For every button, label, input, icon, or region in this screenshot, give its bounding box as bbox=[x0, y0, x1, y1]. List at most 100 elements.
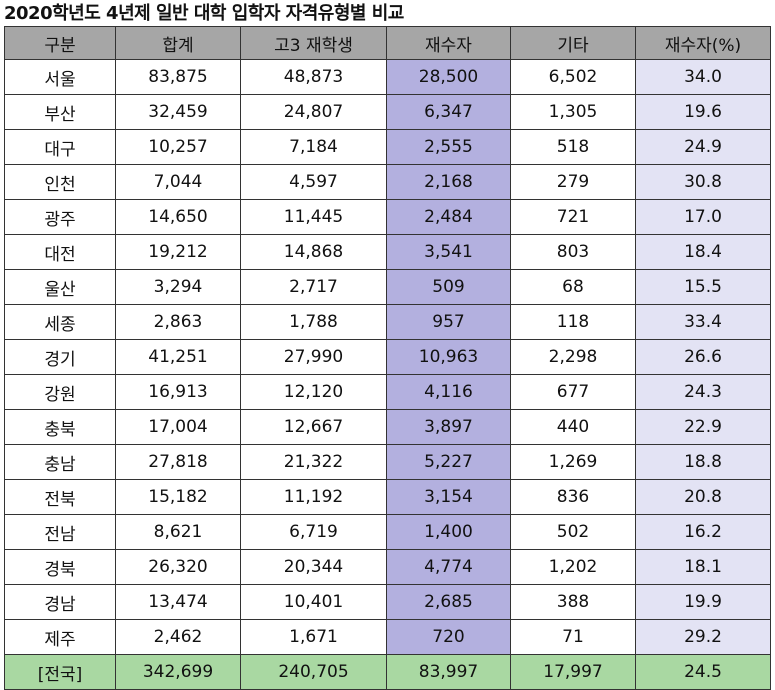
cell-senior: 10,401 bbox=[240, 584, 387, 620]
cell-jaesu-percent: 17.0 bbox=[635, 199, 771, 235]
cell-total: 342,699 bbox=[115, 654, 241, 690]
cell-jaesu: 957 bbox=[386, 304, 511, 340]
cell-other: 518 bbox=[510, 129, 636, 165]
cell-jaesu-percent: 22.9 bbox=[635, 409, 771, 445]
cell-region: 서울 bbox=[4, 59, 116, 95]
column-header-jaesu: 재수자 bbox=[386, 26, 511, 60]
table-row: 강원 16,913 12,120 4,116 677 24.3 bbox=[4, 374, 771, 410]
cell-jaesu: 4,116 bbox=[386, 374, 511, 410]
cell-senior: 24,807 bbox=[240, 94, 387, 130]
cell-total: 27,818 bbox=[115, 444, 241, 480]
cell-jaesu: 2,168 bbox=[386, 164, 511, 200]
cell-jaesu: 28,500 bbox=[386, 59, 511, 95]
cell-jaesu-percent: 29.2 bbox=[635, 619, 771, 655]
cell-jaesu: 509 bbox=[386, 269, 511, 305]
table-row: 경북 26,320 20,344 4,774 1,202 18.1 bbox=[4, 549, 771, 585]
cell-senior: 11,192 bbox=[240, 479, 387, 515]
cell-other: 1,269 bbox=[510, 444, 636, 480]
cell-region: 충남 bbox=[4, 444, 116, 480]
cell-total: 41,251 bbox=[115, 339, 241, 375]
cell-senior: 4,597 bbox=[240, 164, 387, 200]
cell-region: 울산 bbox=[4, 269, 116, 305]
cell-total: 14,650 bbox=[115, 199, 241, 235]
cell-jaesu-percent: 16.2 bbox=[635, 514, 771, 550]
cell-jaesu-percent: 18.8 bbox=[635, 444, 771, 480]
cell-region: 경북 bbox=[4, 549, 116, 585]
cell-jaesu: 4,774 bbox=[386, 549, 511, 585]
table-row: 대전 19,212 14,868 3,541 803 18.4 bbox=[4, 234, 771, 270]
cell-jaesu: 10,963 bbox=[386, 339, 511, 375]
cell-other: 440 bbox=[510, 409, 636, 445]
cell-jaesu-percent: 20.8 bbox=[635, 479, 771, 515]
cell-total: 13,474 bbox=[115, 584, 241, 620]
cell-other: 803 bbox=[510, 234, 636, 270]
cell-jaesu: 720 bbox=[386, 619, 511, 655]
cell-jaesu: 2,484 bbox=[386, 199, 511, 235]
cell-senior: 12,120 bbox=[240, 374, 387, 410]
page-title: 2020학년도 4년제 일반 대학 입학자 자격유형별 비교 bbox=[4, 3, 404, 24]
cell-total: 7,044 bbox=[115, 164, 241, 200]
cell-senior: 21,322 bbox=[240, 444, 387, 480]
cell-jaesu: 5,227 bbox=[386, 444, 511, 480]
cell-region: 충북 bbox=[4, 409, 116, 445]
table-row: 광주 14,650 11,445 2,484 721 17.0 bbox=[4, 199, 771, 235]
cell-total: 15,182 bbox=[115, 479, 241, 515]
cell-senior: 7,184 bbox=[240, 129, 387, 165]
cell-jaesu-percent: 30.8 bbox=[635, 164, 771, 200]
cell-total: 2,863 bbox=[115, 304, 241, 340]
cell-region: 전북 bbox=[4, 479, 116, 515]
cell-jaesu-percent: 18.1 bbox=[635, 549, 771, 585]
cell-region: 대구 bbox=[4, 129, 116, 165]
column-header-senior: 고3 재학생 bbox=[240, 26, 387, 60]
cell-total: 16,913 bbox=[115, 374, 241, 410]
cell-senior: 240,705 bbox=[240, 654, 387, 690]
cell-jaesu-percent: 24.3 bbox=[635, 374, 771, 410]
cell-other: 118 bbox=[510, 304, 636, 340]
cell-jaesu: 6,347 bbox=[386, 94, 511, 130]
cell-jaesu: 3,897 bbox=[386, 409, 511, 445]
column-header-jaesu-percent: 재수자(%) bbox=[635, 26, 771, 60]
cell-other: 279 bbox=[510, 164, 636, 200]
column-header-total: 합계 bbox=[115, 26, 241, 60]
table-row: 전북 15,182 11,192 3,154 836 20.8 bbox=[4, 479, 771, 515]
cell-other: 1,305 bbox=[510, 94, 636, 130]
table-row: 충남 27,818 21,322 5,227 1,269 18.8 bbox=[4, 444, 771, 480]
cell-other: 68 bbox=[510, 269, 636, 305]
cell-senior: 48,873 bbox=[240, 59, 387, 95]
table-body: 서울 83,875 48,873 28,500 6,502 34.0 부산 32,459 24,… bbox=[4, 59, 771, 690]
cell-other: 388 bbox=[510, 584, 636, 620]
cell-region: [전국] bbox=[4, 654, 116, 690]
cell-other: 2,298 bbox=[510, 339, 636, 375]
cell-other: 836 bbox=[510, 479, 636, 515]
table-row: 경남 13,474 10,401 2,685 388 19.9 bbox=[4, 584, 771, 620]
cell-jaesu: 1,400 bbox=[386, 514, 511, 550]
cell-region: 광주 bbox=[4, 199, 116, 235]
cell-jaesu-percent: 18.4 bbox=[635, 234, 771, 270]
cell-other: 502 bbox=[510, 514, 636, 550]
table-total-row: [전국] 342,699 240,705 83,997 17,997 24.5 bbox=[4, 654, 771, 690]
cell-senior: 6,719 bbox=[240, 514, 387, 550]
cell-jaesu: 83,997 bbox=[386, 654, 511, 690]
cell-total: 19,212 bbox=[115, 234, 241, 270]
table-row: 서울 83,875 48,873 28,500 6,502 34.0 bbox=[4, 59, 771, 95]
cell-other: 6,502 bbox=[510, 59, 636, 95]
cell-senior: 12,667 bbox=[240, 409, 387, 445]
cell-jaesu: 3,541 bbox=[386, 234, 511, 270]
table-row: 대구 10,257 7,184 2,555 518 24.9 bbox=[4, 129, 771, 165]
cell-jaesu-percent: 33.4 bbox=[635, 304, 771, 340]
table-header-row: 구분 합계 고3 재학생 재수자 기타 재수자(%) bbox=[4, 26, 771, 60]
cell-region: 인천 bbox=[4, 164, 116, 200]
cell-region: 경기 bbox=[4, 339, 116, 375]
cell-senior: 11,445 bbox=[240, 199, 387, 235]
cell-senior: 20,344 bbox=[240, 549, 387, 585]
table-row: 인천 7,044 4,597 2,168 279 30.8 bbox=[4, 164, 771, 200]
cell-total: 26,320 bbox=[115, 549, 241, 585]
cell-total: 17,004 bbox=[115, 409, 241, 445]
cell-total: 2,462 bbox=[115, 619, 241, 655]
cell-other: 1,202 bbox=[510, 549, 636, 585]
cell-senior: 1,671 bbox=[240, 619, 387, 655]
cell-total: 3,294 bbox=[115, 269, 241, 305]
cell-other: 721 bbox=[510, 199, 636, 235]
cell-region: 부산 bbox=[4, 94, 116, 130]
cell-other: 71 bbox=[510, 619, 636, 655]
